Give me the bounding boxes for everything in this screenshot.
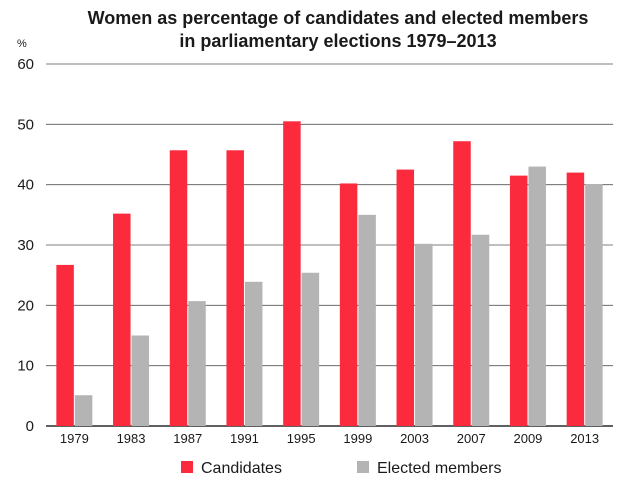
legend-swatch-candidates [181,461,193,473]
bar-candidates [283,121,301,427]
x-tick-label: 2013 [570,431,599,446]
bar-candidates [396,169,415,427]
y-axis-unit-label: % [17,38,27,50]
y-axis-ticks: 0 10 20 30 40 50 60 [17,56,34,435]
bar-candidates [339,183,358,426]
chart-title-line-2: in parliamentary elections 1979–2013 [179,31,496,51]
legend-label-candidates: Candidates [201,460,282,477]
x-tick-label: 1995 [287,431,316,446]
y-tick-label: 20 [17,297,34,314]
bar-candidates [226,150,244,426]
gridlines [46,63,613,427]
y-tick-label: 40 [17,177,34,194]
x-axis-ticks: 1979 1983 1987 1991 1995 1999 2003 2007 2009 2013 [60,431,599,446]
legend-label-elected-members: Elected members [377,460,502,477]
bar-candidates [169,150,188,426]
x-tick-label: 2003 [400,431,429,446]
bar-candidates [566,172,585,426]
x-tick-label: 2007 [457,431,486,446]
chart-title-line-1: Women as percentage of candidates and el… [88,8,589,28]
x-tick-label: 1979 [60,431,89,446]
x-tick-label: 1983 [117,431,146,446]
x-tick-label: 1999 [343,431,372,446]
bar-candidates [56,264,74,426]
bar-elected-members [585,184,603,426]
x-tick-label: 1991 [230,431,259,446]
bar-elected-members [471,234,490,426]
bar-elected-members [528,166,546,427]
bar-elected-members [415,243,433,426]
bars [56,121,603,427]
bar-candidates [453,141,471,426]
bar-candidates [509,175,528,426]
legend-swatch-elected-members [357,461,369,473]
y-tick-label: 30 [17,237,34,254]
bar-candidates [113,213,131,426]
bar-elected-members [131,335,150,426]
y-tick-label: 10 [17,358,34,375]
bar-elected-members [244,281,263,426]
y-tick-label: 0 [26,418,34,435]
bar-elected-members [358,214,376,426]
bar-elected-members [74,395,93,426]
x-tick-label: 2009 [513,431,542,446]
y-tick-label: 50 [17,116,34,133]
x-tick-label: 1987 [173,431,202,446]
y-tick-label: 60 [17,56,34,73]
bar-elected-members [188,301,206,426]
bar-elected-members [301,272,320,426]
legend: Candidates Elected members [181,460,502,477]
